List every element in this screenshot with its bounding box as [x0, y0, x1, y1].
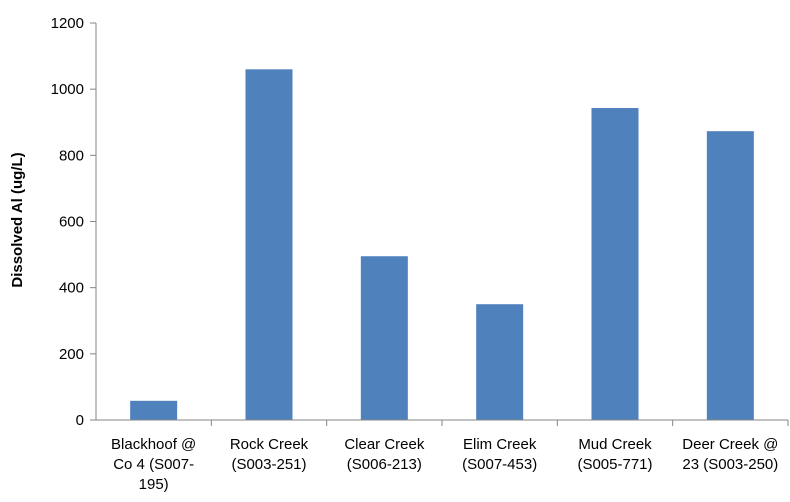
- bar: [476, 304, 524, 420]
- y-tick-label: 200: [59, 346, 84, 363]
- x-axis-labels: Blackhoof @ Co 4 (S007- 195) Rock Creek (S00…: [111, 420, 789, 493]
- x-category-label: Elim Creek (S007-453): [462, 436, 537, 473]
- y-axis-title: Dissolved Al (ug/L): [9, 152, 26, 287]
- bar: [360, 256, 408, 420]
- y-axis-ticks: 0 200 400 600 800 1000 1200: [51, 15, 96, 429]
- x-category-label-line: 195): [139, 476, 169, 493]
- x-category-label-line: Mud Creek: [578, 436, 652, 453]
- x-category-label-line: (S006-213): [347, 456, 422, 473]
- y-tick-label: 0: [76, 412, 84, 429]
- bar: [706, 131, 754, 420]
- x-category-label-line: (S005-771): [577, 456, 652, 473]
- x-category-label-line: Clear Creek: [344, 436, 425, 453]
- y-tick-label: 600: [59, 214, 84, 231]
- y-tick-label: 1000: [51, 81, 84, 98]
- y-tick-label: 1200: [51, 15, 84, 32]
- y-tick-label: 800: [59, 147, 84, 164]
- x-category-label-line: (S003-251): [231, 456, 306, 473]
- x-category-label-line: Elim Creek: [463, 436, 537, 453]
- x-category-label: Blackhoof @ Co 4 (S007- 195): [111, 436, 196, 493]
- bar: [130, 400, 178, 420]
- x-category-label: Deer Creek @ 23 (S003-250): [682, 436, 778, 473]
- x-category-label-line: Blackhoof @: [111, 436, 196, 453]
- y-tick-label: 400: [59, 280, 84, 297]
- bars: [130, 69, 754, 421]
- x-category-label-line: Deer Creek @: [682, 436, 778, 453]
- x-category-label-line: (S007-453): [462, 456, 537, 473]
- x-category-label: Mud Creek (S005-771): [577, 436, 652, 473]
- x-category-label: Rock Creek (S003-251): [230, 436, 309, 473]
- x-category-label: Clear Creek (S006-213): [344, 436, 425, 473]
- x-category-label-line: 23 (S003-250): [682, 456, 778, 473]
- bar: [245, 69, 293, 421]
- x-category-label-line: Rock Creek: [230, 436, 309, 453]
- bar: [591, 108, 639, 420]
- x-category-label-line: Co 4 (S007-: [113, 456, 194, 473]
